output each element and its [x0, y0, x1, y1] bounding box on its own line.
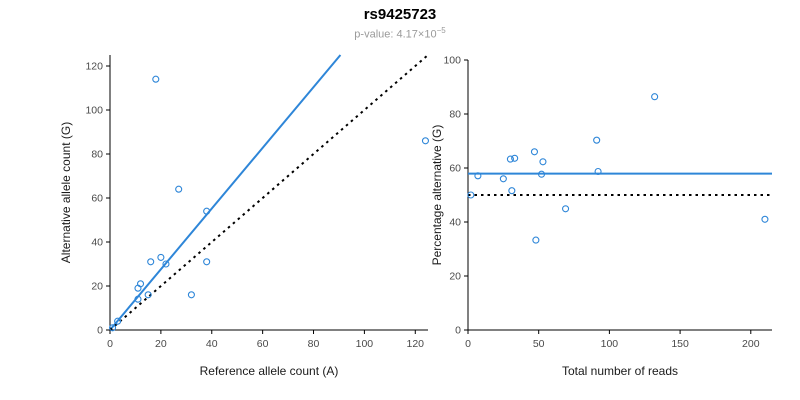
- x-tick-label: 40: [206, 338, 218, 350]
- pvalue-base: 4.17×10: [396, 28, 437, 41]
- data-point: [530, 148, 539, 156]
- data-point: [537, 170, 546, 178]
- x-tick-label: 120: [407, 338, 425, 350]
- data-point: [594, 167, 602, 176]
- data-point: [499, 175, 507, 183]
- percentage-scatter-chart: 0 50 100 150 200 0 20 40 60 80 100 Total number of …: [430, 55, 772, 378]
- y-tick-label: 20: [91, 281, 103, 293]
- data-point: [134, 284, 142, 292]
- y-axis-label: Alternative allele count (G): [59, 122, 73, 263]
- data-point: [651, 93, 659, 101]
- pvalue-label: p-value:: [354, 28, 397, 41]
- y-tick-label: 40: [91, 237, 103, 249]
- y-tick-label: 60: [449, 163, 461, 175]
- data-point: [203, 207, 211, 215]
- x-tick-label: 20: [155, 338, 167, 350]
- data-point: [562, 205, 570, 213]
- data-point: [152, 75, 160, 83]
- data-point: [761, 215, 769, 223]
- y-tick-label: 100: [85, 105, 103, 117]
- y-tick-label: 0: [97, 325, 103, 337]
- y-tick-label: 0: [455, 325, 461, 337]
- figure-header: rs9425723 p-value: 4.17×10−5: [0, 6, 800, 41]
- x-tick-label: 50: [533, 338, 545, 350]
- x-tick-label: 100: [601, 338, 619, 350]
- data-point: [467, 191, 475, 199]
- x-tick-label: 150: [671, 338, 689, 350]
- data-point: [175, 185, 183, 193]
- x-axis-label: Reference allele count (A): [200, 364, 339, 378]
- data-point: [157, 253, 165, 261]
- data-point: [162, 260, 170, 268]
- y-tick-label: 60: [91, 193, 103, 205]
- data-point: [508, 187, 516, 195]
- counts-scatter-chart: 0 20 40 60 80 100 120 0 20 40 60 80 100 120 Reference …: [59, 54, 430, 378]
- data-point: [203, 258, 211, 266]
- data-point: [511, 154, 519, 162]
- x-axis-label: Total number of reads: [562, 364, 678, 378]
- x-tick-label: 60: [257, 338, 269, 350]
- data-point: [421, 137, 430, 145]
- data-point: [108, 324, 117, 332]
- y-tick-label: 120: [85, 61, 103, 73]
- data-point: [187, 291, 195, 299]
- x-tick-label: 0: [107, 338, 113, 350]
- x-tick-label: 80: [308, 338, 320, 350]
- data-point: [474, 172, 482, 180]
- y-tick-label: 40: [449, 217, 461, 229]
- y-axis-label: Percentage alternative (G): [430, 125, 444, 266]
- figure-title: rs9425723: [363, 6, 437, 23]
- y-tick-label: 100: [443, 55, 461, 67]
- data-point: [506, 155, 514, 163]
- data-point: [114, 317, 122, 325]
- data-point: [144, 291, 152, 299]
- data-point: [593, 136, 601, 144]
- y-tick-label: 80: [91, 149, 103, 161]
- data-point: [532, 236, 540, 244]
- data-point: [134, 295, 142, 303]
- fit-line: [109, 54, 342, 331]
- figure-subtitle: p-value: 4.17×10−5: [0, 26, 800, 41]
- data-point: [147, 258, 155, 266]
- y-tick-label: 20: [449, 271, 461, 283]
- data-point: [539, 158, 547, 166]
- identity-line: [109, 54, 429, 331]
- x-tick-label: 200: [742, 338, 760, 350]
- y-tick-label: 80: [449, 109, 461, 121]
- x-tick-label: 0: [465, 338, 471, 350]
- pvalue-exponent: −5: [436, 26, 446, 35]
- x-tick-label: 100: [356, 338, 374, 350]
